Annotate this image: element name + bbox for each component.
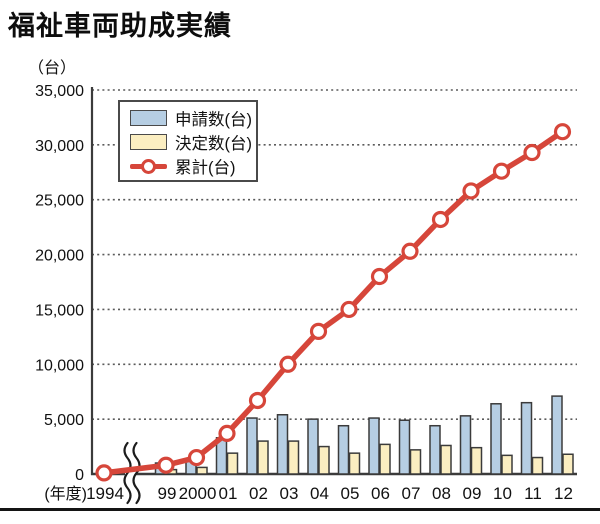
cumulative-marker <box>370 267 389 286</box>
bar-applications <box>459 415 472 475</box>
cumulative-marker <box>431 210 450 229</box>
y-axis-unit-label: （台） <box>28 60 77 77</box>
x-tick-label: 06 <box>371 484 390 503</box>
x-tick-label: 07 <box>402 484 421 503</box>
axis-break-squiggle-icon <box>132 441 141 505</box>
x-tick-label: 2000 <box>179 484 217 503</box>
bar-decisions <box>409 449 422 475</box>
x-tick-label: 02 <box>249 484 268 503</box>
y-tick-label: 10,000 <box>35 357 84 374</box>
cumulative-marker <box>309 322 328 340</box>
x-tick-label: 1994 <box>86 484 124 503</box>
cumulative-marker <box>187 448 206 467</box>
bar-applications <box>337 424 350 475</box>
cumulative-marker <box>279 355 297 373</box>
bar-decisions <box>501 454 513 475</box>
x-tick-label: 03 <box>280 484 299 503</box>
x-tick-label: 11 <box>524 484 542 503</box>
y-tick-label: 35,000 <box>35 83 84 100</box>
y-tick-label: 20,000 <box>35 248 84 265</box>
x-tick-label: 04 <box>310 484 329 503</box>
bar-decisions <box>226 452 239 475</box>
legend-label: 決定数(台) <box>175 135 252 153</box>
bar-decisions <box>257 440 269 475</box>
page-title: 福祉車両助成実績 <box>8 11 232 41</box>
y-tick-label: 30,000 <box>35 138 84 155</box>
cumulative-marker <box>248 391 267 410</box>
bar-applications <box>520 401 533 475</box>
bar-applications <box>246 417 258 475</box>
cumulative-marker <box>218 424 236 443</box>
y-tick-label: 0 <box>75 467 84 484</box>
cumulative-marker <box>462 182 480 200</box>
legend-label: 累計(台) <box>175 159 236 177</box>
y-tick-label: 15,000 <box>35 302 84 319</box>
axis-break-squiggle-icon <box>123 441 132 505</box>
bar-applications <box>368 417 380 475</box>
bar-decisions <box>379 443 391 475</box>
cumulative-marker <box>95 464 113 482</box>
cumulative-marker <box>553 123 572 141</box>
cumulative-marker <box>157 456 175 474</box>
x-tick-label: 01 <box>219 484 238 503</box>
legend-item-decisions: 決定数(台) <box>130 130 252 154</box>
x-axis-prefix-label: (年度) <box>44 485 87 503</box>
x-tick-label: 09 <box>463 484 482 503</box>
cumulative-marker <box>401 242 419 260</box>
bar-applications <box>307 418 319 475</box>
cumulative-marker <box>340 300 358 319</box>
bar-applications <box>551 395 563 475</box>
cumulative-line-marker-icon <box>130 157 167 175</box>
y-tick-label: 5,000 <box>44 412 84 429</box>
bar-decisions <box>562 453 574 475</box>
x-tick-label: 05 <box>341 484 360 503</box>
x-tick-label: 99 <box>158 484 177 503</box>
bar-decisions <box>196 466 208 475</box>
x-tick-label: 10 <box>493 484 512 503</box>
bar-decisions <box>440 444 452 475</box>
y-tick-label: 25,000 <box>35 193 84 210</box>
bar-decisions <box>318 445 330 475</box>
bar-decisions <box>470 446 483 475</box>
bar-decisions <box>287 440 300 475</box>
decisions-swatch-icon <box>130 134 167 150</box>
legend-item-cumulative: 累計(台) <box>130 154 248 178</box>
cumulative-marker <box>523 143 541 162</box>
chart-legend: 申請数(台) 決定数(台) 累計(台) <box>118 100 258 182</box>
bar-applications <box>429 424 441 475</box>
bottom-divider-rule <box>0 508 600 511</box>
bar-decisions <box>348 452 361 475</box>
bar-decisions <box>531 456 544 475</box>
legend-item-applications: 申請数(台) <box>130 106 252 130</box>
bar-applications <box>490 403 502 475</box>
axis-break-gap <box>125 470 136 479</box>
x-tick-label: 12 <box>554 484 573 503</box>
cumulative-marker <box>492 162 511 180</box>
bar-applications <box>398 419 411 475</box>
applications-swatch-icon <box>130 110 167 126</box>
x-tick-label: 08 <box>432 484 451 503</box>
legend-label: 申請数(台) <box>175 111 252 129</box>
bar-applications <box>276 414 289 475</box>
